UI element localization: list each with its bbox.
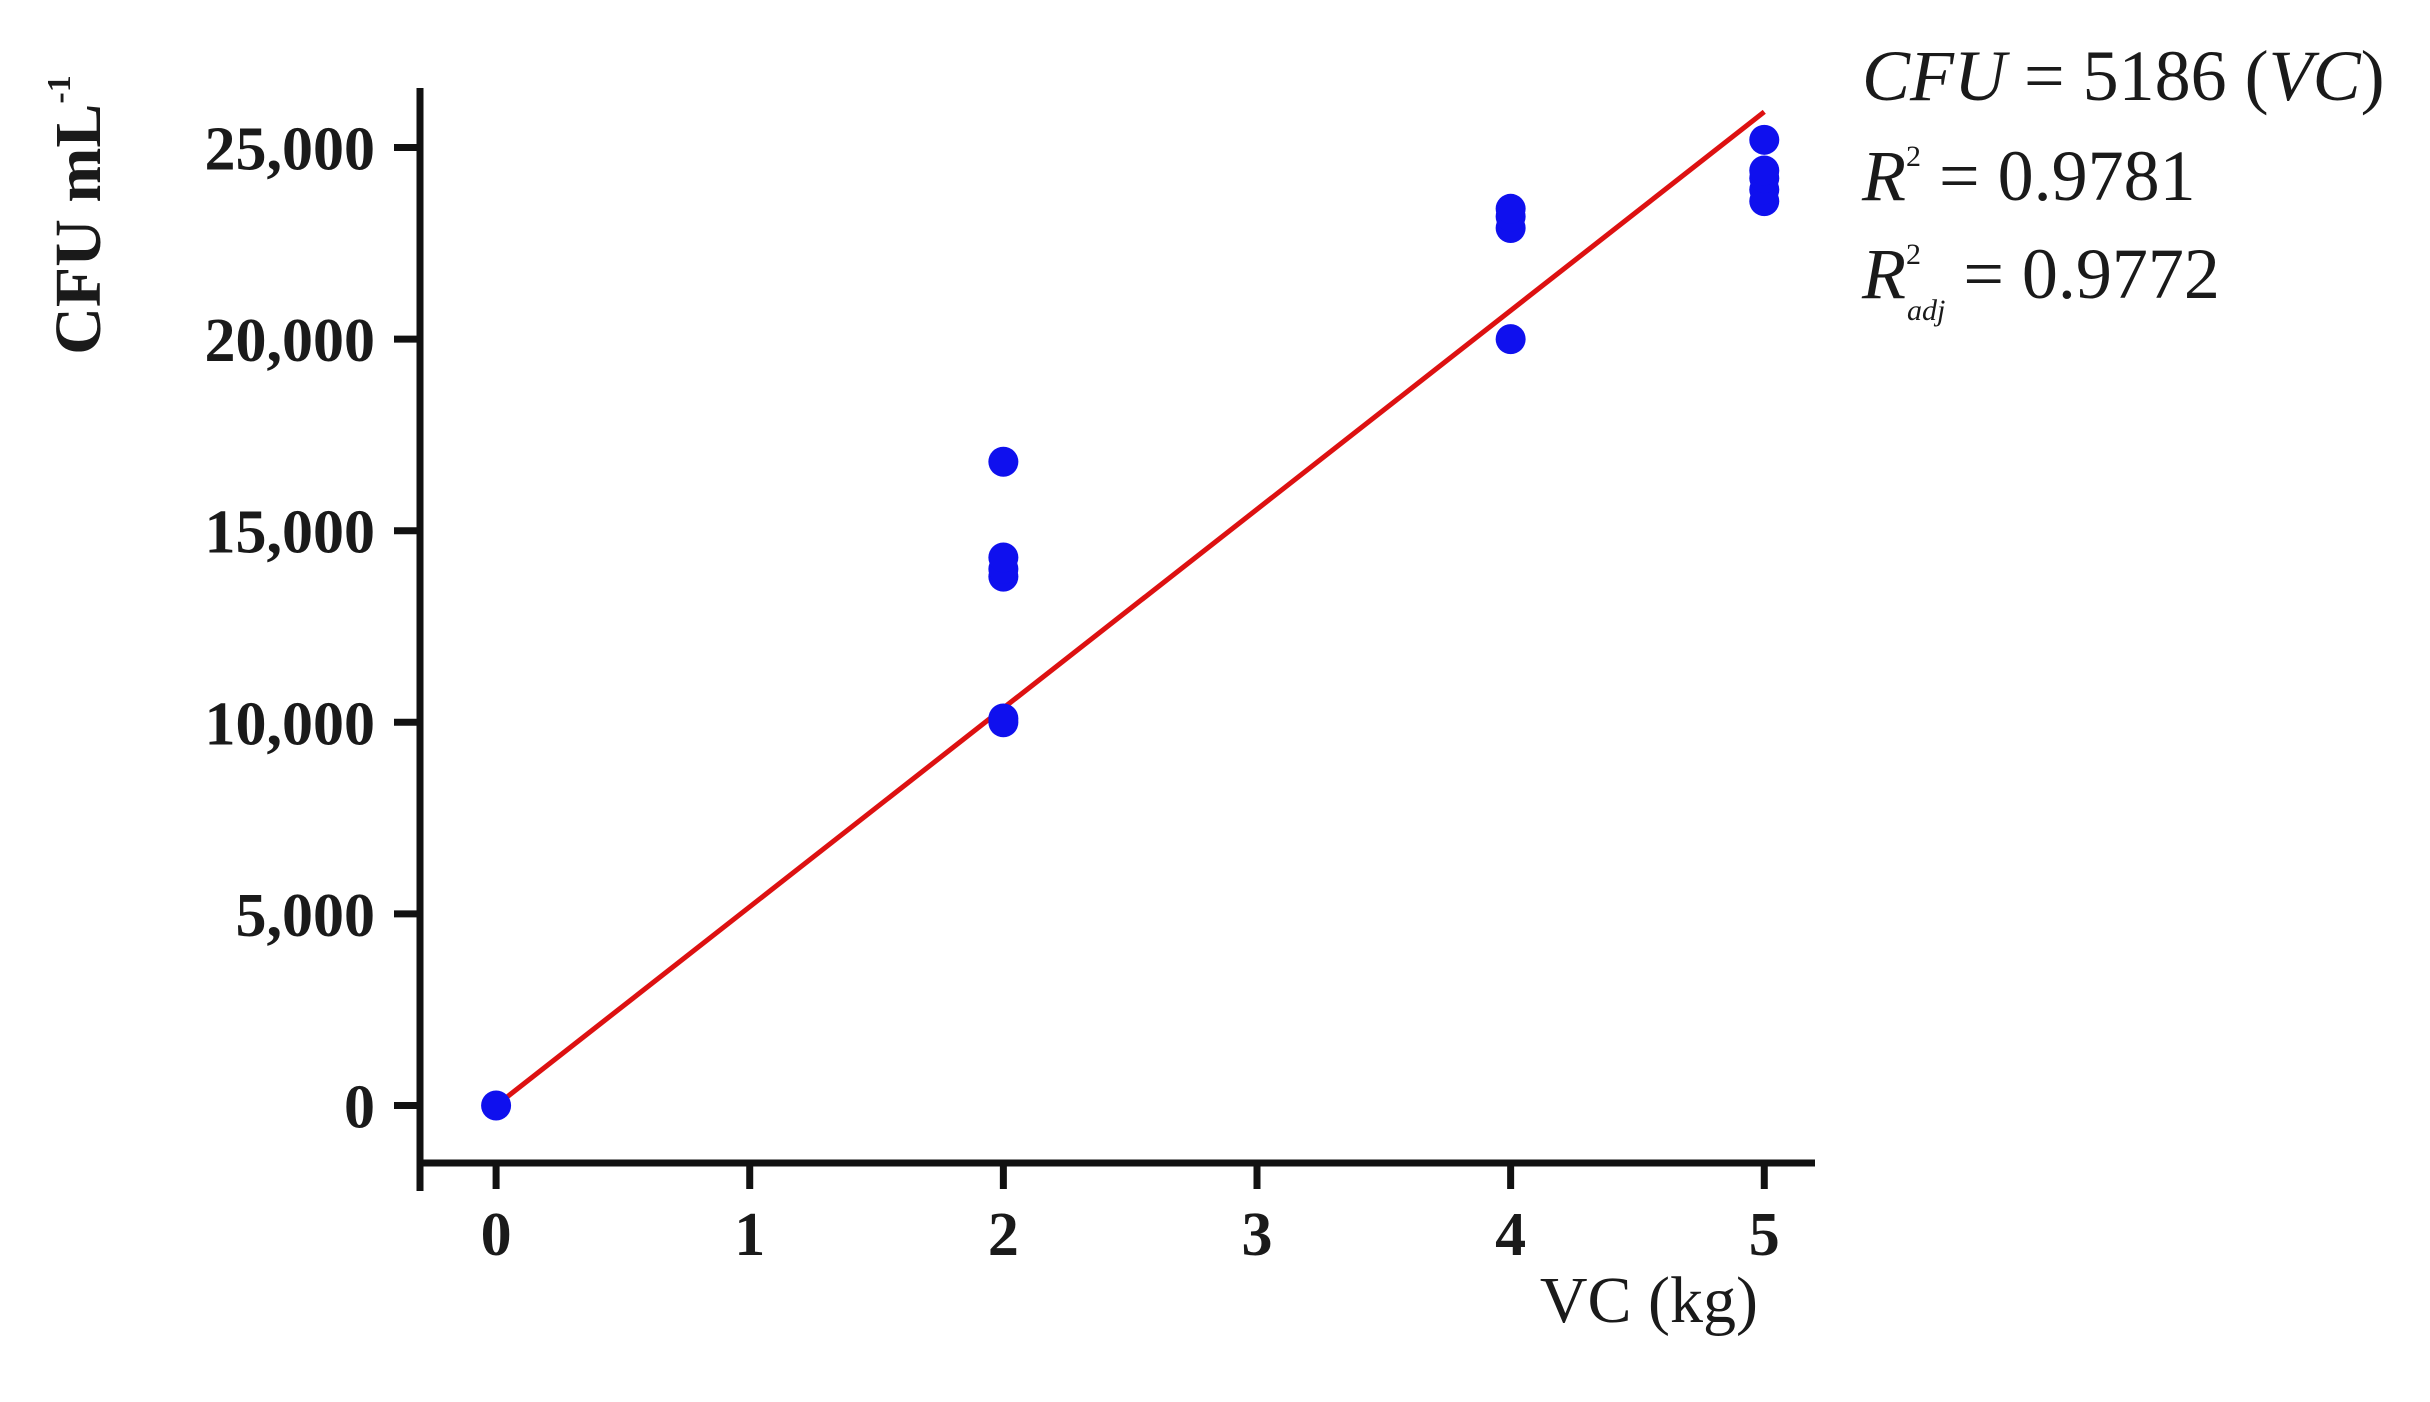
x-axis-title: VC (kg) <box>1540 1264 1758 1337</box>
data-point <box>988 446 1019 477</box>
equation-close: ) <box>2361 36 2385 116</box>
r-squared-adj-line: R2 adj = 0.9772 <box>1861 234 2220 327</box>
x-tick-label: 5 <box>1749 1201 1780 1269</box>
data-point <box>988 542 1019 573</box>
equation-line: CFU = 5186 (VC) <box>1862 36 2385 116</box>
y-tick-label: 15,000 <box>205 499 376 567</box>
data-point <box>988 703 1019 734</box>
r-squared-adj-value: = 0.9772 <box>1945 234 2220 314</box>
equation-rhs: = 5186 ( <box>2006 36 2269 116</box>
regression-line-group <box>494 109 1766 1108</box>
y-tick-label: 0 <box>344 1074 375 1142</box>
x-tick-label: 1 <box>734 1201 765 1269</box>
r-squared-adj-subscript: adj <box>1907 294 1945 327</box>
x-tick-label: 3 <box>1242 1201 1273 1269</box>
y-axis-title: CFU mL-1 <box>41 75 115 354</box>
r-squared-symbol: R <box>1861 136 1906 216</box>
r-squared-adj-superscript: 2 <box>1906 238 1921 271</box>
data-point <box>1749 124 1780 155</box>
axes <box>394 88 1815 1191</box>
data-point <box>1495 193 1526 224</box>
y-tick-label: 20,000 <box>205 307 376 375</box>
data-points <box>481 124 1780 1121</box>
equation-variable: VC <box>2269 36 2362 116</box>
y-axis-title-main: CFU mL <box>42 104 115 355</box>
x-tick-label: 0 <box>481 1201 512 1269</box>
equation-lhs: CFU <box>1862 36 2010 116</box>
tick-labels: 0 1 2 3 4 5 0 5,000 10,000 15,000 20,000 25,000 <box>205 115 1780 1269</box>
r-squared-adj-symbol: R <box>1861 234 1906 314</box>
y-tick-label: 5,000 <box>236 882 376 950</box>
y-tick-label: 25,000 <box>205 115 376 183</box>
regression-line <box>494 109 1766 1108</box>
x-tick-label: 4 <box>1495 1201 1526 1269</box>
y-tick-label: 10,000 <box>205 690 376 758</box>
r-squared-value: = 0.9781 <box>1921 136 2196 216</box>
r-squared-line: R2 = 0.9781 <box>1861 136 2196 216</box>
data-point <box>1749 155 1780 186</box>
x-tick-label: 2 <box>988 1201 1019 1269</box>
data-point <box>1495 324 1526 355</box>
y-axis-title-superscript: -1 <box>41 75 78 103</box>
regression-annotation: CFU = 5186 (VC) R2 = 0.9781 R2 adj = 0.97… <box>1861 36 2385 327</box>
data-point <box>481 1090 512 1121</box>
r-squared-superscript: 2 <box>1906 140 1921 173</box>
